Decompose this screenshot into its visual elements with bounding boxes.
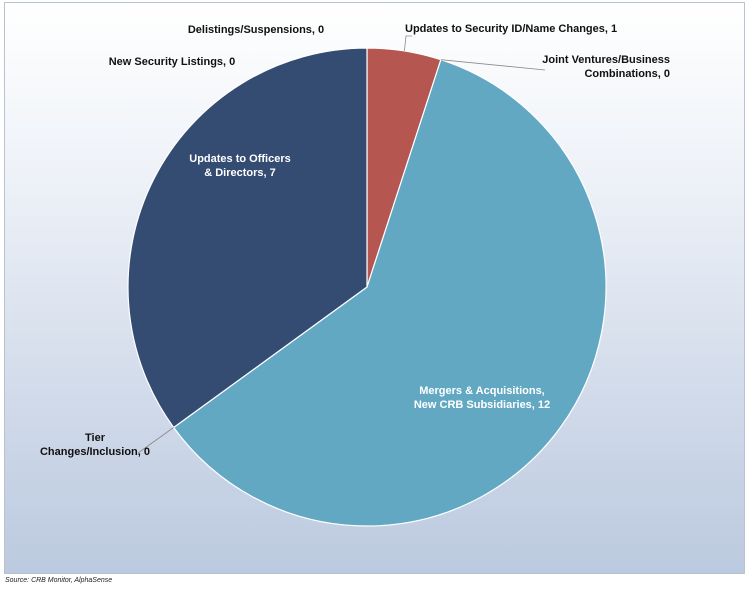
- leader-line-3: [137, 427, 174, 454]
- leader-line-1: [440, 59, 546, 71]
- pie-slice-4: [127, 47, 368, 429]
- data-label-3: Tier Changes/Inclusion, 0: [40, 432, 150, 458]
- pie-slice-2: [172, 58, 607, 527]
- data-label-5: New Security Listings, 0: [109, 56, 236, 68]
- leader-line-0: [404, 35, 412, 51]
- source-note: Source: CRB Monitor, AlphaSense: [5, 577, 113, 584]
- data-label-6: Delistings/Suspensions, 0: [188, 24, 324, 36]
- data-label-1: Joint Ventures/Business Combinations, 0: [542, 54, 670, 80]
- data-label-2: Mergers & Acquisitions, New CRB Subsidiar…: [414, 385, 550, 411]
- data-label-0: Updates to Security ID/Name Changes, 1: [405, 23, 617, 35]
- data-label-4: Updates to Officers & Directors, 7: [189, 153, 290, 179]
